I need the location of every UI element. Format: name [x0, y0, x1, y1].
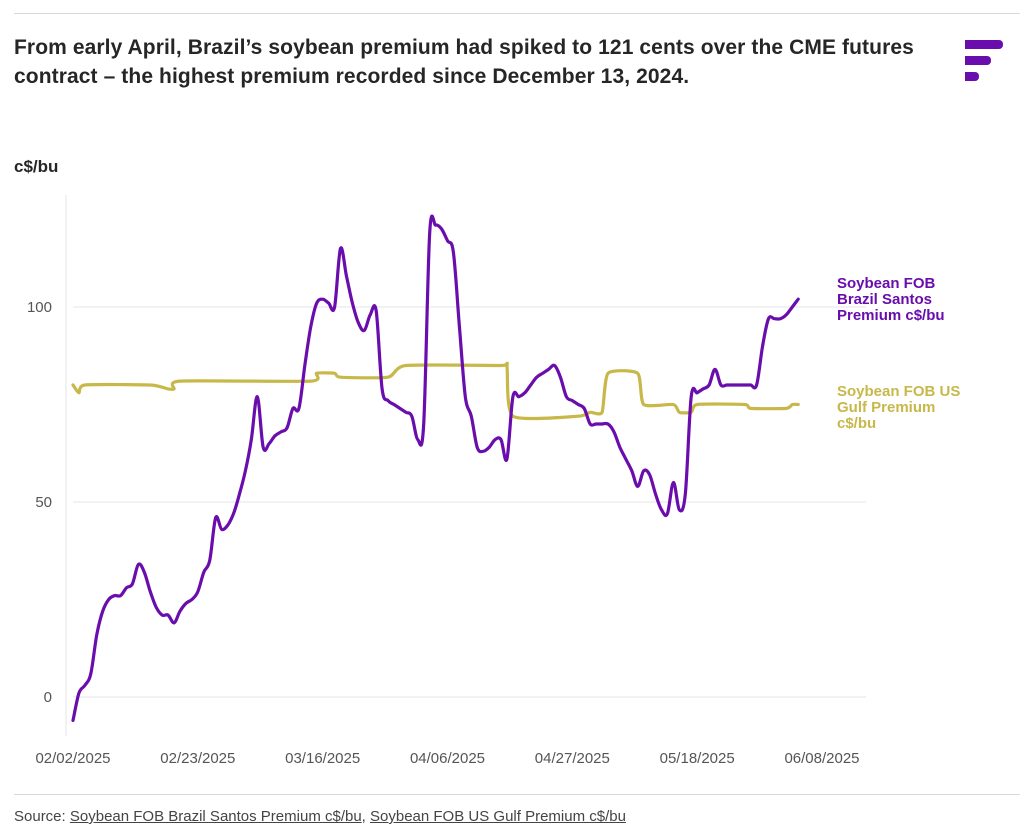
line-chart: 0 50 100 02/02/2025 02/23/2025 03/16/2025 04/0…	[27, 195, 960, 767]
brand-logo-icon	[965, 40, 1005, 84]
x-tick-label: 06/08/2025	[784, 750, 859, 767]
source-prefix: Source:	[14, 808, 70, 825]
series-label-us-gulf: Soybean FOB US Gulf Premium c$/bu	[837, 383, 960, 432]
series-label-line: Gulf Premium	[837, 399, 935, 416]
logo-bar-top	[965, 40, 1003, 49]
series-label-line: Soybean FOB	[837, 275, 936, 292]
chart-title: From early April, Brazil’s soybean premi…	[14, 36, 914, 88]
series-label-line: Premium c$/bu	[837, 307, 945, 324]
source-separator: ,	[361, 808, 371, 825]
source-link-brazil[interactable]: Soybean FOB Brazil Santos Premium c$/bu	[69, 808, 362, 825]
series-line-us-gulf	[71, 361, 800, 421]
series-label-line: Soybean FOB US	[837, 383, 960, 400]
logo-bar-bottom	[965, 72, 979, 81]
y-tick-label: 100	[27, 299, 52, 316]
logo-bar-middle	[965, 56, 991, 65]
source-note: Source: Soybean FOB Brazil Santos Premiu…	[14, 808, 626, 825]
top-divider	[14, 13, 1020, 14]
x-tick-label: 05/18/2025	[660, 750, 735, 767]
series-line-brazil-santos	[71, 214, 800, 722]
source-divider	[14, 794, 1020, 795]
x-tick-label: 02/02/2025	[35, 750, 110, 767]
series-label-line: Brazil Santos	[837, 291, 932, 308]
x-tick-label: 04/06/2025	[410, 750, 485, 767]
x-tick-label: 02/23/2025	[160, 750, 235, 767]
y-tick-label: 0	[44, 689, 52, 706]
source-link-us-gulf[interactable]: Soybean FOB US Gulf Premium c$/bu	[370, 808, 626, 825]
series-label-brazil-santos: Soybean FOB Brazil Santos Premium c$/bu	[837, 275, 945, 324]
x-tick-label: 04/27/2025	[535, 750, 610, 767]
y-tick-label: 50	[35, 494, 52, 511]
y-axis-unit-label: c$/bu	[14, 157, 59, 176]
x-tick-label: 03/16/2025	[285, 750, 360, 767]
series-label-line: c$/bu	[837, 415, 876, 432]
